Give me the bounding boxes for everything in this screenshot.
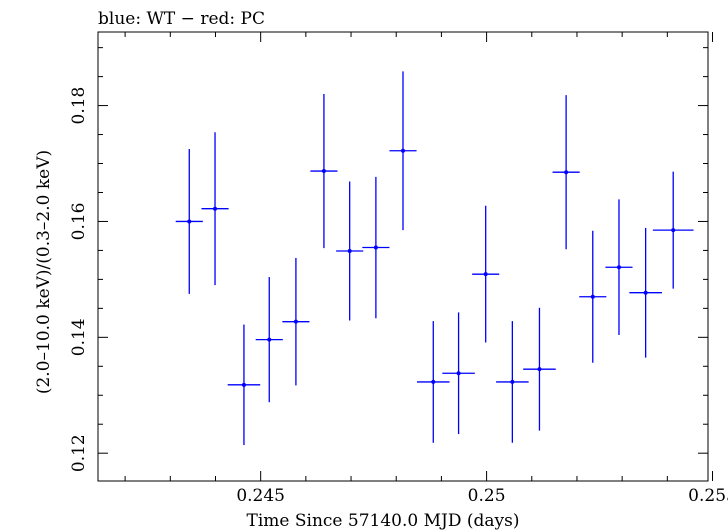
data-point — [523, 307, 556, 431]
data-point — [472, 205, 500, 343]
data-point — [552, 95, 580, 250]
point-marker — [321, 169, 326, 174]
chart-title: blue: WT − red: PC — [98, 9, 265, 29]
point-marker — [431, 379, 436, 384]
data-points — [175, 71, 694, 446]
point-marker — [456, 371, 461, 376]
y-tick-label: 0.14 — [69, 318, 89, 356]
y-tick-label: 0.18 — [69, 87, 89, 125]
point-marker — [483, 272, 488, 277]
x-axis-label: Time Since 57140.0 MJD (days) — [247, 511, 520, 531]
data-point — [605, 199, 633, 336]
data-point — [282, 257, 310, 386]
point-marker — [401, 148, 405, 153]
y-tick-label: 0.12 — [69, 434, 89, 472]
y-axis-label: (2.0–10.0 keV)/(0.3–2.0 keV) — [34, 150, 54, 394]
plot-frame — [97, 31, 709, 482]
point-marker — [616, 265, 621, 270]
data-point — [201, 132, 229, 286]
data-point — [442, 312, 475, 435]
x-tick-label: 0.245 — [236, 486, 285, 506]
point-marker — [213, 206, 218, 211]
data-point — [496, 321, 529, 443]
axis-tick-labels: 0.245 0.25 0.255 0.12 0.14 0.16 0.18 — [69, 87, 728, 506]
x-tick-label: 0.25 — [468, 486, 506, 506]
point-marker — [187, 219, 192, 224]
point-marker — [347, 248, 352, 253]
data-point — [579, 230, 607, 363]
axis-ticks — [98, 32, 714, 481]
data-point — [629, 227, 662, 358]
data-point — [362, 176, 390, 319]
point-marker — [241, 382, 246, 387]
data-point — [310, 93, 338, 249]
data-point — [417, 321, 450, 443]
point-marker — [373, 245, 378, 250]
data-point — [255, 277, 283, 403]
point-marker — [564, 170, 569, 175]
point-marker — [510, 379, 515, 384]
y-tick-label: 0.16 — [69, 203, 89, 241]
point-marker — [590, 294, 595, 299]
data-point — [227, 324, 261, 446]
point-marker — [267, 337, 272, 342]
point-marker — [671, 228, 676, 233]
point-marker — [643, 290, 648, 295]
data-point — [652, 171, 694, 289]
point-marker — [293, 319, 298, 324]
data-point — [336, 181, 364, 321]
x-tick-label: 0.255 — [688, 486, 728, 506]
data-point — [389, 71, 417, 231]
data-point — [175, 149, 203, 294]
point-marker — [537, 367, 542, 372]
